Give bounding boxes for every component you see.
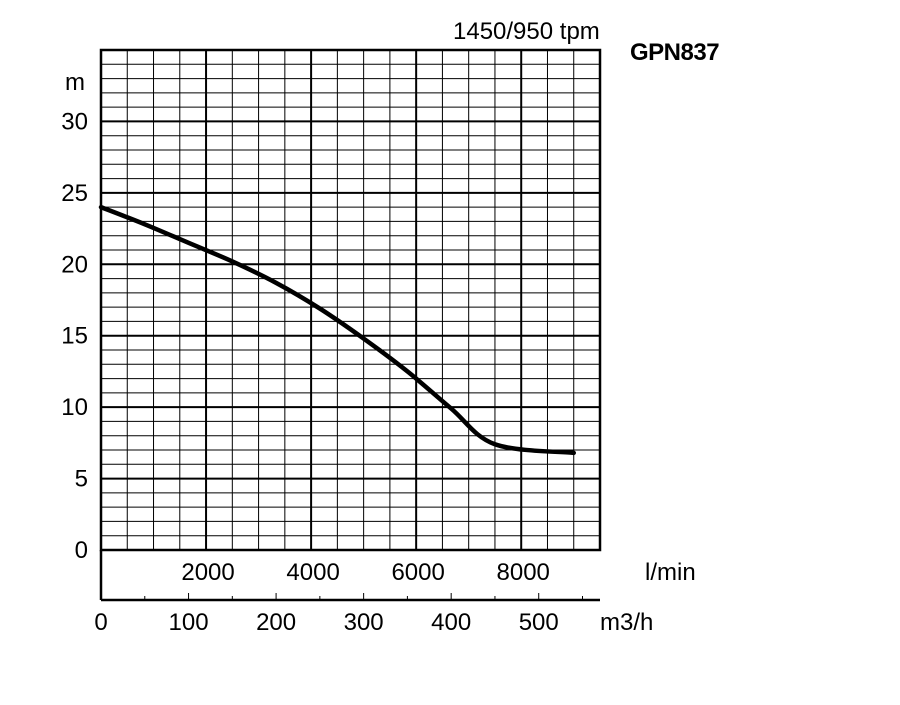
model-label: GPN837 [630,39,719,66]
x-unit-lmin-label: l/min [645,559,696,586]
x-tick-lmin-label: 2000 [181,559,234,586]
y-tick-label: 5 [75,466,88,493]
x-tick-m3h-label: 300 [344,609,384,636]
plot-frame [99,48,602,552]
y-tick-label: 0 [75,537,88,564]
x-tick-lmin-label: 8000 [497,559,550,586]
y-tick-label: 20 [61,251,88,278]
x-tick-lmin-label: 6000 [391,559,444,586]
x-tick-m3h-label: 200 [256,609,296,636]
x-tick-lmin-label: 4000 [286,559,339,586]
y-tick-label: 10 [61,394,88,421]
y-tick-label: 30 [61,108,88,135]
curve-layer [98,204,576,456]
y-unit-label: m [65,69,85,96]
x-tick-m3h-label: 100 [169,609,209,636]
x-tick-m3h-label: 400 [431,609,471,636]
speed-label: 1450/950 tpm [453,18,600,45]
y-tick-label: 15 [61,323,88,350]
head-flow-curve [98,204,576,456]
x-tick-m3h-label: 500 [519,609,559,636]
x-unit-m3h-label: m3/h [600,609,653,636]
ticks: 0 5 10 15 20 25 30 2000 4000 6000 8000 0 100 200 300 40… [61,108,583,636]
x-tick-m3h-label: 0 [94,609,107,636]
y-tick-label: 25 [61,180,88,207]
grid [101,50,600,550]
